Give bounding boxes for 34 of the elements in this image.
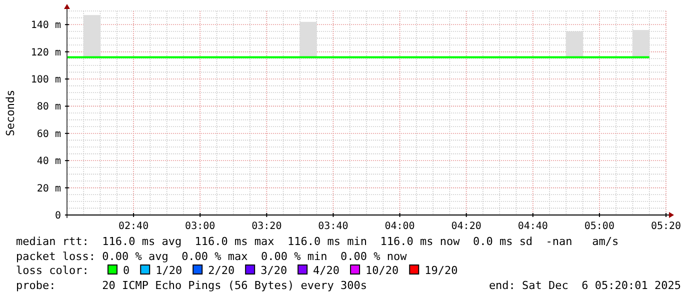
x-tick-label: 03:00 xyxy=(185,221,216,232)
bar xyxy=(300,22,317,58)
y-tick-label: 80 m xyxy=(36,102,61,113)
y-axis-title: Seconds xyxy=(4,90,17,136)
bar xyxy=(83,15,101,58)
legend-label: 4/20 xyxy=(313,264,340,277)
x-tick-label: 02:40 xyxy=(118,221,149,232)
x-tick-label: 04:20 xyxy=(451,221,482,232)
legend-label: 19/20 xyxy=(424,264,458,277)
text: loss color: xyxy=(16,264,89,277)
bar xyxy=(566,31,584,58)
y-tick-label: 0 xyxy=(54,210,61,222)
legend-label: 0 xyxy=(123,264,130,277)
text: end: Sat Dec 6 05:20:01 2025 xyxy=(488,279,681,292)
legend-label: 3/20 xyxy=(260,264,288,277)
y-tick-label: 120 m xyxy=(30,47,61,58)
text: median rtt: 116.0 ms avg 116.0 ms max 116.0 ms min 116.0 ms now 0.0 ms sd -nan am/s xyxy=(16,235,619,248)
text: packet loss: 0.00 % avg 0.00 % max 0.00 % min 0.00 % now xyxy=(16,250,408,263)
y-tick-label: 20 m xyxy=(36,183,61,194)
legend-label: 2/20 xyxy=(208,264,235,277)
x-tick-label: 05:20 xyxy=(650,221,682,232)
x-tick-label: 03:20 xyxy=(252,221,282,232)
x-tick-label: 04:00 xyxy=(384,221,415,232)
y-tick-label: 140 m xyxy=(30,20,61,32)
x-tick-label: 04:40 xyxy=(518,221,548,232)
text: probe: 20 ICMP Echo Pings (56 Bytes) every 300s xyxy=(16,279,367,292)
x-tick-label: 03:40 xyxy=(318,221,348,232)
legend-label: 10/20 xyxy=(366,264,399,277)
y-tick-label: 40 m xyxy=(36,156,61,168)
y-tick-label: 60 m xyxy=(36,128,61,140)
x-tick-label: 05:00 xyxy=(584,221,614,232)
y-tick-label: 100 m xyxy=(30,74,61,86)
legend-label: 1/20 xyxy=(156,264,182,277)
bar xyxy=(632,30,650,58)
